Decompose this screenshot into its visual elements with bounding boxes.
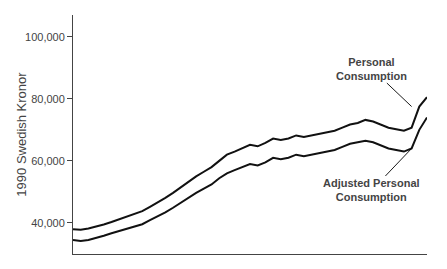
svg-text:80,000: 80,000 [31, 93, 65, 105]
svg-text:Adjusted PersonalConsumption: Adjusted PersonalConsumption [323, 177, 420, 203]
svg-text:60,000: 60,000 [31, 155, 65, 167]
svg-text:100,000: 100,000 [25, 31, 65, 43]
svg-text:PersonalConsumption: PersonalConsumption [336, 56, 407, 82]
svg-text:1990 Swedish Kronor: 1990 Swedish Kronor [14, 72, 29, 197]
svg-text:40,000: 40,000 [31, 217, 65, 229]
